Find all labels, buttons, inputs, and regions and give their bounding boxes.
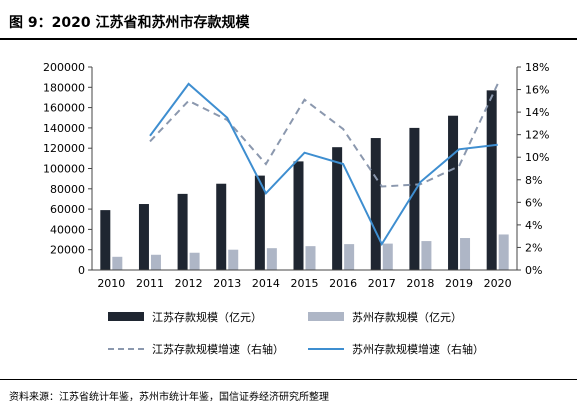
right-tick-label: 12% <box>525 129 549 142</box>
js-deposit-bar <box>293 161 304 270</box>
sz-deposit-bar <box>228 249 239 270</box>
left-tick-label: 140000 <box>43 122 85 135</box>
js-deposit-bar <box>448 115 459 270</box>
js-deposit-bar <box>370 138 381 270</box>
legend-js-deposit-label: 江苏存款规模（亿元） <box>152 310 262 324</box>
right-tick-label: 2% <box>525 241 542 254</box>
x-tick-label: 2017 <box>368 277 396 290</box>
js-deposit-bar <box>177 193 188 270</box>
sz-deposit-bar <box>382 243 393 270</box>
x-tick-label: 2018 <box>406 277 434 290</box>
js-deposit-bar <box>216 183 227 270</box>
right-tick-label: 10% <box>525 151 549 164</box>
js-deposit-bar <box>486 90 497 270</box>
x-tick-label: 2011 <box>136 277 164 290</box>
left-tick-label: 0 <box>78 264 85 277</box>
right-tick-label: 16% <box>525 84 549 97</box>
left-tick-label: 180000 <box>43 81 85 94</box>
x-tick-label: 2015 <box>291 277 319 290</box>
js-deposit-bar <box>254 175 265 270</box>
js-deposit-bar <box>409 127 420 271</box>
right-tick-label: 18% <box>525 61 549 74</box>
x-tick-label: 2014 <box>252 277 280 290</box>
sz-deposit-bar <box>266 248 277 270</box>
x-tick-label: 2010 <box>97 277 125 290</box>
right-tick-label: 0% <box>525 264 542 277</box>
left-tick-label: 160000 <box>43 102 85 115</box>
left-tick-label: 120000 <box>43 142 85 155</box>
left-tick-label: 200000 <box>43 61 85 74</box>
legend-sz-deposit-label: 苏州存款规模（亿元） <box>352 310 462 324</box>
js-growth-line <box>149 83 499 188</box>
x-tick-label: 2013 <box>213 277 241 290</box>
sz-deposit-bar <box>112 256 123 270</box>
left-tick-label: 40000 <box>50 223 85 236</box>
title-rule <box>0 38 577 40</box>
sz-deposit-bar <box>150 254 161 270</box>
legend-sz-deposit-swatch <box>308 312 344 321</box>
source-note: 资料来源：江苏省统计年鉴，苏州市统计年鉴，国信证券经济研究所整理 <box>9 392 329 403</box>
right-tick-label: 6% <box>525 196 542 209</box>
legend-js-deposit-swatch <box>108 312 144 321</box>
left-tick-label: 100000 <box>43 163 85 176</box>
js-deposit-bar <box>138 204 149 270</box>
sz-deposit-bar <box>189 252 200 270</box>
legend-sz-growth-label: 苏州存款规模增速（右轴） <box>352 342 484 356</box>
sz-deposit-bar <box>498 234 509 270</box>
right-tick-label: 14% <box>525 106 549 119</box>
sz-deposit-bar <box>305 246 316 270</box>
right-tick-label: 8% <box>525 174 542 187</box>
sz-growth-line <box>149 82 498 247</box>
x-tick-label: 2020 <box>484 277 512 290</box>
js-deposit-bar <box>100 210 111 270</box>
sz-deposit-bar <box>344 244 355 270</box>
source-rule <box>0 379 577 380</box>
right-tick-label: 4% <box>525 219 542 232</box>
left-tick-label: 60000 <box>50 203 85 216</box>
x-tick-label: 2012 <box>175 277 203 290</box>
sz-deposit-bar <box>421 241 432 270</box>
x-tick-label: 2016 <box>329 277 357 290</box>
js-deposit-bar <box>332 147 343 270</box>
left-tick-label: 20000 <box>50 244 85 257</box>
left-tick-label: 80000 <box>50 183 85 196</box>
x-tick-label: 2019 <box>445 277 473 290</box>
legend-js-growth-label: 江苏存款规模增速（右轴） <box>152 342 284 356</box>
sz-deposit-bar <box>460 238 471 270</box>
figure-title: 图 9：2020 江苏省和苏州市存款规模 <box>9 15 250 31</box>
